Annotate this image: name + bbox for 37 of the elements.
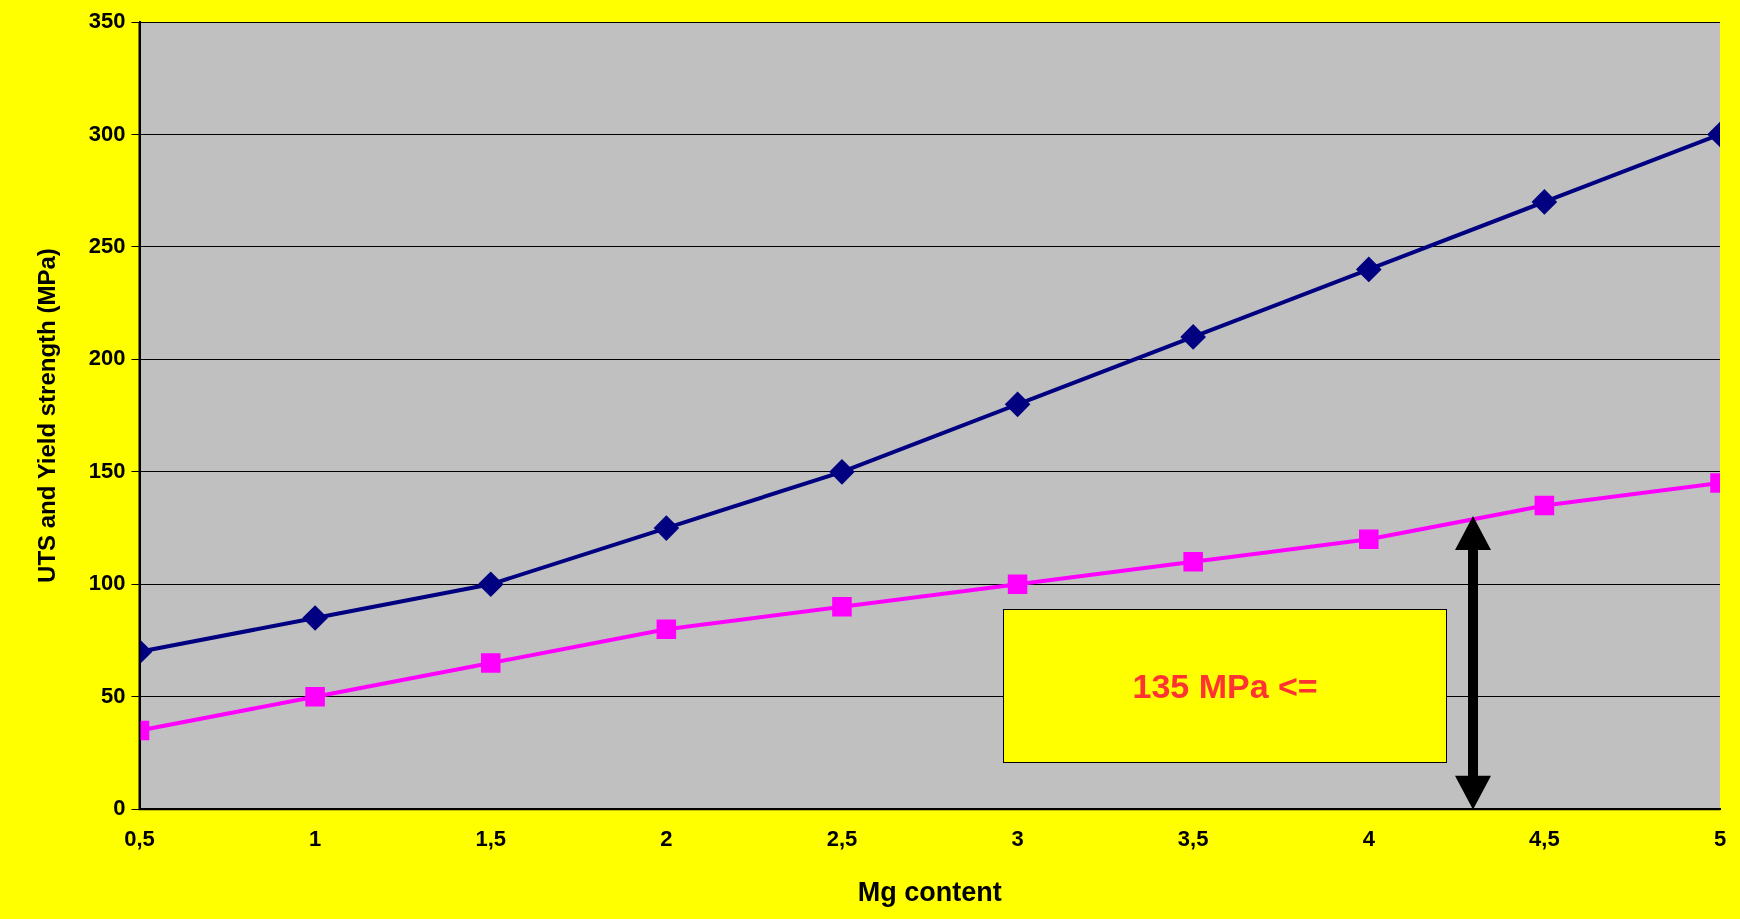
x-axis-title: Mg content: [857, 877, 1002, 908]
x-tick-label: 4,5: [1529, 826, 1560, 852]
x-tick-label: 0,5: [124, 826, 155, 852]
point: [1534, 495, 1555, 516]
y-tick-label: 50: [101, 682, 126, 708]
point: [1356, 257, 1381, 282]
point: [829, 459, 854, 484]
point: [305, 686, 325, 707]
y-tick-label: 200: [88, 345, 126, 371]
x-tick-label: 3: [1011, 826, 1024, 852]
point: [1005, 392, 1030, 417]
y-tick-label: 0: [113, 795, 126, 821]
point: [1007, 574, 1028, 595]
point: [1181, 324, 1206, 349]
y-tick-label: 150: [88, 457, 126, 483]
y-tick-label: 100: [88, 570, 126, 596]
point: [654, 516, 679, 541]
point: [1183, 552, 1203, 572]
y-tick-label: 350: [88, 8, 126, 34]
point: [656, 619, 677, 640]
point: [1359, 529, 1379, 550]
x-tick-label: 2: [660, 826, 673, 852]
x-tick-label: 1: [308, 826, 322, 852]
point: [303, 606, 328, 631]
x-tick-label: 1,5: [475, 826, 507, 852]
x-tick-label: 5: [1713, 826, 1727, 852]
x-tick-label: 4: [1362, 826, 1376, 852]
point: [480, 653, 501, 673]
y-axis-title: UTS and Yield strength (MPa): [33, 248, 61, 583]
note-box: 135 MPa <=: [1003, 609, 1447, 764]
x-tick-label: 3,5: [1177, 826, 1209, 852]
y-tick-label: 300: [88, 120, 126, 146]
point: [832, 597, 852, 617]
x-tick-label: 2,5: [826, 826, 858, 852]
point: [478, 572, 503, 597]
point: [1532, 189, 1557, 214]
y-tick-label: 250: [88, 232, 126, 258]
